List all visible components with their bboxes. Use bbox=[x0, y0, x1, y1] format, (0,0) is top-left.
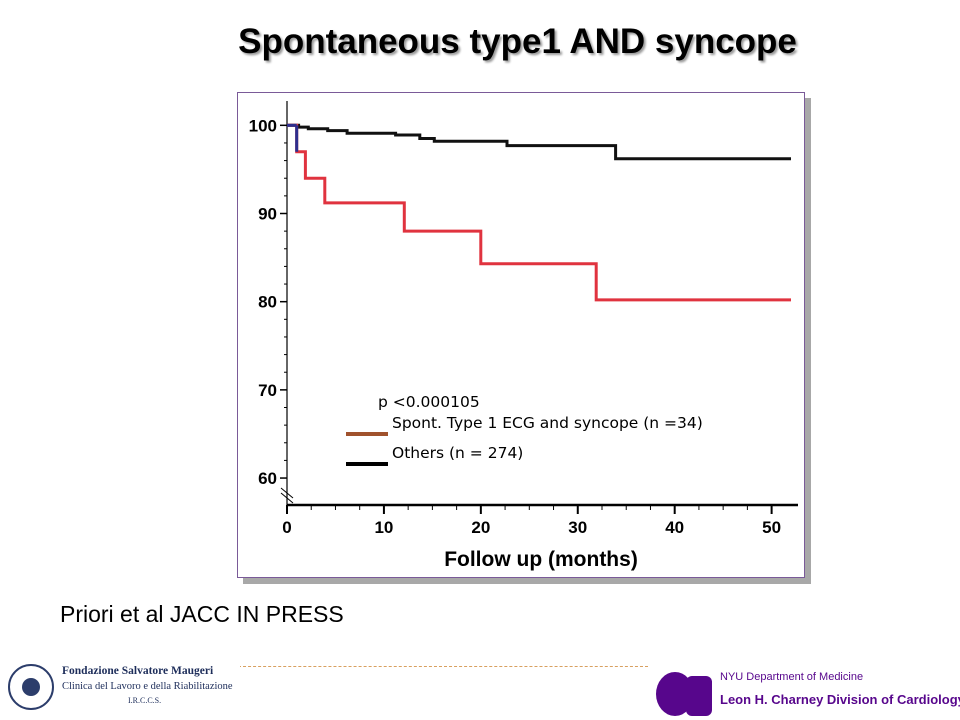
chart-frame: 60 70 80 90 100 0 10 20 30 40 50 Follow up (months)… bbox=[237, 92, 805, 578]
x-tick-label: 50 bbox=[762, 518, 781, 537]
x-tick-label: 40 bbox=[665, 518, 684, 537]
x-tick-label: 10 bbox=[374, 518, 393, 537]
footer-divider bbox=[238, 666, 648, 667]
legend-item-type1-syncope-label: Spont. Type 1 ECG and syncope (n =34) bbox=[392, 414, 703, 432]
x-tick-label: 0 bbox=[282, 518, 291, 537]
legend-item-others-label: Others (n = 274) bbox=[392, 444, 523, 462]
axis-break-mark bbox=[280, 487, 294, 499]
y-tick-label: 90 bbox=[258, 205, 277, 224]
nyu-torch-icon bbox=[686, 676, 712, 716]
x-tick-label: 20 bbox=[471, 518, 490, 537]
p-value-annotation: p <0.000105 bbox=[378, 393, 480, 411]
citation: Priori et al JACC IN PRESS bbox=[60, 601, 344, 627]
series-line-others bbox=[287, 123, 791, 161]
y-tick-label: 60 bbox=[258, 469, 277, 488]
maugeri-logo-line1: Fondazione Salvatore Maugeri bbox=[62, 665, 214, 677]
x-axis-title: Follow up (months) bbox=[444, 548, 638, 571]
x-tick-label: 30 bbox=[568, 518, 587, 537]
nyu-logo: NYU Department of Medicine Leon H. Charn… bbox=[652, 668, 960, 720]
maugeri-logo-line3: I.R.C.C.S. bbox=[128, 696, 162, 705]
nyu-logo-line1: NYU Department of Medicine bbox=[720, 671, 864, 683]
y-tick-label: 70 bbox=[258, 381, 277, 400]
axis-break-mark bbox=[280, 492, 294, 504]
y-tick-label: 100 bbox=[249, 116, 277, 135]
nyu-logo-line2: Leon H. Charney Division of Cardiology bbox=[720, 692, 960, 707]
slide-title: Spontaneous type1 AND syncope bbox=[238, 22, 797, 61]
y-tick-label: 80 bbox=[258, 293, 277, 312]
series-line-type1-syncope bbox=[287, 123, 791, 302]
maugeri-logo-line2: Clinica del Lavoro e della Riabilitazion… bbox=[62, 681, 233, 692]
maugeri-logo: Fondazione Salvatore Maugeri Clinica del… bbox=[0, 660, 240, 720]
km-chart: 60 70 80 90 100 0 10 20 30 40 50 Follow up (months)… bbox=[249, 101, 798, 571]
maugeri-seal-icon bbox=[8, 664, 54, 710]
